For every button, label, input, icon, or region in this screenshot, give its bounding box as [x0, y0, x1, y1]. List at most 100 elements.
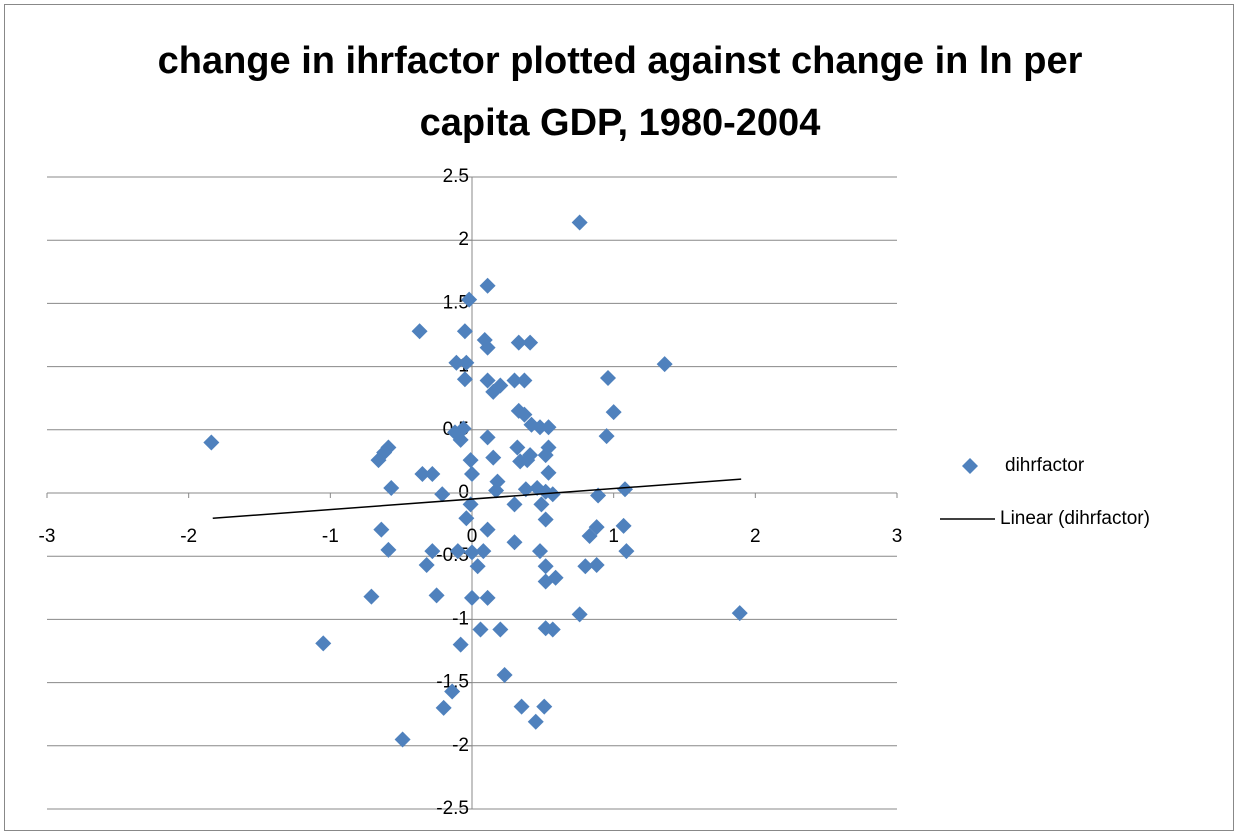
y-tick-label: 1.5 — [443, 292, 469, 313]
x-tick-label: 0 — [467, 526, 478, 547]
y-tick-label: -1.5 — [436, 672, 469, 693]
scatter-point — [380, 541, 397, 558]
scatter-point — [449, 543, 466, 560]
legend-label: Linear (dihrfactor) — [1000, 508, 1150, 529]
scatter-point — [373, 521, 390, 538]
scatter-point — [479, 589, 496, 606]
scatter-point — [492, 621, 509, 638]
scatter-point — [479, 521, 496, 538]
x-tick-label: 2 — [750, 526, 761, 547]
legend-marker — [962, 458, 978, 474]
y-tick-label: -2.5 — [436, 798, 469, 819]
scatter-point — [506, 534, 523, 551]
chart-border — [4, 4, 1234, 831]
scatter-point — [506, 496, 523, 513]
scatter-point — [458, 354, 475, 371]
scatter-point — [537, 573, 554, 590]
scatter-point — [615, 517, 632, 534]
scatter-point — [411, 323, 428, 340]
scatter-point — [370, 452, 387, 469]
scatter-point — [537, 558, 554, 575]
scatter-point — [571, 214, 588, 231]
scatter-point — [519, 452, 536, 469]
scatter-point — [462, 452, 479, 469]
scatter-point — [577, 558, 594, 575]
scatter-point — [452, 636, 469, 653]
scatter-point — [537, 511, 554, 528]
y-tick-label: 2.5 — [443, 166, 469, 187]
scatter-point — [590, 487, 607, 504]
y-tick-label: -1 — [452, 608, 469, 629]
scatter-point — [479, 429, 496, 446]
scatter-point — [452, 431, 469, 448]
legend-label: dihrfactor — [1005, 455, 1085, 476]
scatter-point — [435, 699, 452, 716]
scatter-point — [428, 587, 445, 604]
scatter-point — [464, 466, 480, 483]
scatter-point — [469, 558, 486, 575]
scatter-point — [522, 334, 539, 351]
scatter-point — [472, 621, 489, 638]
scatter-point — [618, 543, 635, 560]
scatter-point — [581, 527, 598, 544]
scatter-point — [571, 606, 588, 623]
scatter-point — [203, 434, 220, 451]
scatter-point — [461, 291, 478, 308]
x-tick-label: 1 — [608, 526, 619, 547]
scatter-point — [488, 482, 505, 499]
scatter-point — [533, 496, 550, 513]
scatter-point — [532, 543, 548, 560]
scatter-point — [527, 713, 544, 730]
scatter-point — [475, 543, 492, 560]
scatter-point — [544, 621, 561, 638]
scatter-point — [544, 486, 561, 503]
scatter-point — [506, 372, 523, 389]
scatter-point — [600, 369, 616, 386]
scatter-point — [418, 557, 435, 574]
x-tick-label: -3 — [39, 526, 56, 547]
scatter-point — [617, 481, 633, 498]
scatter-point — [444, 683, 461, 700]
scatter-point — [731, 605, 748, 622]
scatter-point — [517, 481, 534, 498]
scatter-point — [456, 323, 473, 340]
scatter-point — [458, 510, 475, 527]
scatter-point — [537, 447, 554, 464]
scatter-point — [464, 544, 480, 561]
scatter-point — [513, 698, 530, 715]
scatter-point — [588, 557, 605, 574]
scatter-point — [532, 419, 548, 436]
scatter-point — [464, 589, 480, 606]
scatter-point — [383, 479, 400, 496]
scatter-point — [516, 372, 533, 389]
scatter-point — [424, 543, 441, 560]
scatter-point — [479, 277, 496, 294]
scatter-point — [414, 466, 431, 483]
scatter-point — [479, 339, 496, 356]
scatter-point — [485, 383, 502, 400]
x-tick-label: -1 — [322, 526, 339, 547]
scatter-point — [394, 731, 411, 748]
scatter-point — [315, 635, 332, 652]
trend-line — [212, 478, 742, 520]
scatter-point — [656, 356, 673, 373]
x-tick-label: -2 — [180, 526, 197, 547]
scatter-point — [536, 698, 553, 715]
y-tick-label: -2 — [452, 735, 469, 756]
x-tick-label: 3 — [892, 526, 903, 547]
scatter-point — [540, 464, 557, 481]
scatter-point — [540, 419, 557, 436]
scatter-point — [448, 354, 465, 371]
scatter-point — [496, 667, 513, 684]
scatter-point — [462, 496, 479, 513]
scatter-point — [516, 406, 533, 423]
scatter-point — [363, 588, 380, 605]
scatter-point — [424, 466, 441, 483]
scatter-point — [598, 428, 615, 445]
scatter-point — [434, 486, 451, 503]
scatter-point — [605, 404, 622, 421]
scatter-point — [479, 372, 496, 389]
scatter-point — [509, 439, 526, 456]
y-tick-label: 2 — [458, 229, 469, 250]
